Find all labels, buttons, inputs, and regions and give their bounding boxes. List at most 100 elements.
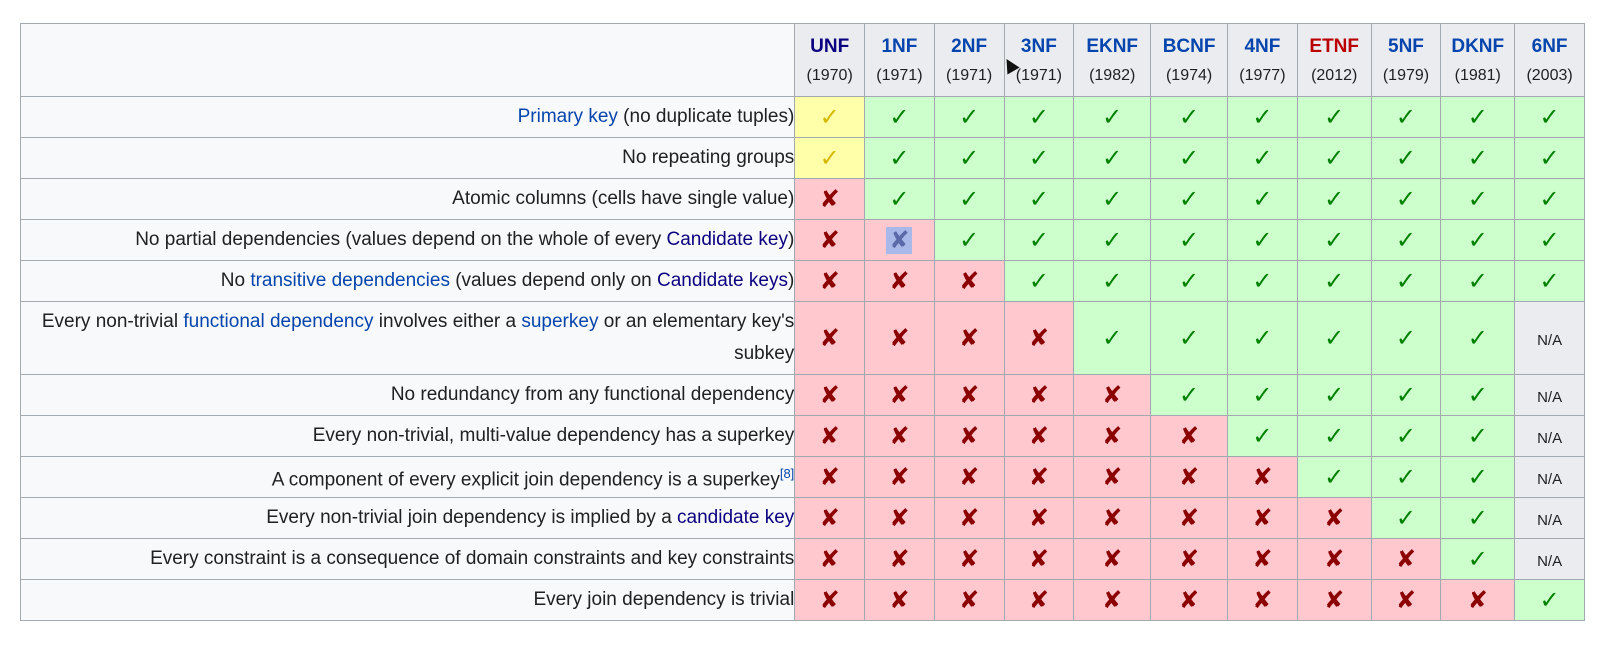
cross-icon: ✘ (1102, 586, 1123, 614)
reference-link[interactable]: [8] (779, 465, 795, 481)
status-cell: ✓ (933, 178, 1005, 220)
normal-forms-table: UNF (1970) 1NF (1971) 2NF (1971) 3NF (1971) EKNF… (19, 23, 1585, 621)
normal-form-link[interactable]: UNF (810, 36, 850, 57)
check-icon: ✓ (1539, 226, 1560, 254)
status-cell: ✓ (1370, 497, 1442, 539)
normal-form-link[interactable]: EKNF (1086, 36, 1139, 57)
status-cell: ✓ (1440, 456, 1516, 498)
normal-form-year: (1971) (946, 67, 993, 84)
row-label: Primary key (no duplicate tuples) (19, 96, 796, 138)
check-icon: ✓ (1467, 324, 1488, 352)
normal-form-link[interactable]: 2NF (951, 36, 988, 57)
status-cell: ✘ (933, 538, 1005, 580)
check-icon: ✓ (1028, 185, 1049, 213)
status-cell: ✘ (864, 219, 935, 261)
normal-form-link[interactable]: BCNF (1162, 36, 1216, 57)
normal-form-link[interactable]: 1NF (881, 36, 918, 57)
status-cell: ✓ (1003, 219, 1075, 261)
check-icon: ✓ (1324, 226, 1345, 254)
status-cell: ✘ (864, 579, 935, 621)
table-row: Every non-trivial functional dependency … (19, 301, 1585, 375)
status-cell: ✓ (1370, 456, 1442, 498)
normal-form-year: (2003) (1526, 67, 1573, 84)
label-text: No (220, 270, 251, 291)
table-row: Atomic columns (cells have single value)… (19, 178, 1585, 220)
check-icon: ✓ (1102, 324, 1123, 352)
status-cell: ✘ (1073, 497, 1152, 539)
normal-form-year: (1977) (1239, 67, 1286, 84)
check-icon: ✓ (1467, 226, 1488, 254)
status-cell: ✘ (1003, 374, 1075, 416)
check-icon: ✓ (1324, 185, 1345, 213)
status-cell: ✓ (864, 178, 935, 220)
check-icon: ✓ (1324, 267, 1345, 295)
cross-icon: ✘ (959, 545, 980, 573)
cross-icon: ✘ (1324, 545, 1345, 573)
term-link[interactable]: Primary key (517, 106, 618, 127)
check-icon: ✓ (1395, 144, 1417, 172)
status-cell: ✘ (864, 538, 935, 580)
status-cell: ✓ (1227, 301, 1298, 375)
column-header-3nf: 3NF (1971) (1003, 23, 1075, 97)
label-text: Every non-trivial join dependency is imp… (266, 507, 678, 528)
status-cell: ✓ (1440, 219, 1516, 261)
table-row: Every join dependency is trivial ✘ ✘ ✘ ✘ ✘ ✘ ✘ ✘… (19, 579, 1585, 621)
status-cell: ✓ (1227, 260, 1298, 302)
cross-icon: ✘ (1179, 422, 1200, 450)
status-cell: ✓ (1296, 456, 1372, 498)
status-cell: ✘ (1227, 538, 1298, 580)
status-cell: N/A (1514, 538, 1585, 580)
cross-icon: ✘ (959, 267, 980, 295)
status-cell: ✘ (864, 456, 935, 498)
not-applicable-text: N/A (1537, 553, 1563, 570)
cross-icon: ✘ (1467, 586, 1488, 614)
check-icon: ✓ (1467, 267, 1488, 295)
status-cell: ✘ (1073, 579, 1152, 621)
cross-icon: ✘ (1028, 463, 1049, 491)
normal-form-link[interactable]: DKNF (1451, 36, 1505, 57)
term-link[interactable]: superkey (521, 311, 599, 332)
status-cell: ✓ (1227, 219, 1298, 261)
status-cell: ✘ (794, 219, 866, 261)
status-cell: ✘ (864, 415, 935, 457)
status-cell: ✓ (1150, 374, 1229, 416)
row-label: Every join dependency is trivial (19, 579, 796, 621)
normal-form-link[interactable]: 6NF (1531, 36, 1568, 57)
status-cell: ✘ (1227, 579, 1298, 621)
not-applicable-text: N/A (1537, 512, 1563, 529)
term-link[interactable]: Candidate key (666, 229, 788, 250)
check-icon: ✓ (1252, 324, 1273, 352)
cross-icon: ✘ (819, 422, 840, 450)
cross-icon: ✘ (819, 504, 840, 532)
header-corner (19, 23, 796, 97)
term-link[interactable]: candidate key (677, 507, 795, 528)
term-link[interactable]: Candidate keys (657, 270, 788, 291)
status-cell: ✓ (1440, 415, 1516, 457)
label-text: Every non-trivial (41, 311, 184, 332)
status-cell: ✓ (1296, 260, 1372, 302)
status-cell: ✓ (1440, 538, 1516, 580)
term-link[interactable]: transitive dependencies (250, 270, 450, 291)
check-icon: ✓ (1028, 267, 1049, 295)
check-icon: ✓ (889, 185, 910, 213)
check-icon: ✓ (1324, 324, 1345, 352)
normal-form-link[interactable]: ETNF (1309, 36, 1359, 57)
normal-form-link[interactable]: 4NF (1244, 36, 1281, 57)
term-link[interactable]: functional dependency (183, 311, 374, 332)
check-icon: ✓ (819, 144, 840, 172)
status-cell: ✘ (933, 456, 1005, 498)
normal-form-link[interactable]: 3NF (1020, 36, 1057, 57)
status-cell: ✓ (1227, 137, 1298, 179)
status-cell: ✘ (933, 415, 1005, 457)
status-cell: ✘ (1003, 301, 1075, 375)
status-cell: ✓ (1514, 96, 1585, 138)
check-icon: ✓ (1324, 381, 1345, 409)
table-row: A component of every explicit join depen… (19, 456, 1585, 498)
cross-icon: ✘ (1102, 463, 1123, 491)
check-icon: ✓ (1028, 144, 1049, 172)
status-cell: ✓ (1296, 374, 1372, 416)
normal-form-link[interactable]: 5NF (1388, 36, 1424, 57)
check-icon: ✓ (1102, 103, 1123, 131)
status-cell: ✓ (864, 96, 935, 138)
status-cell: ✓ (864, 137, 935, 179)
